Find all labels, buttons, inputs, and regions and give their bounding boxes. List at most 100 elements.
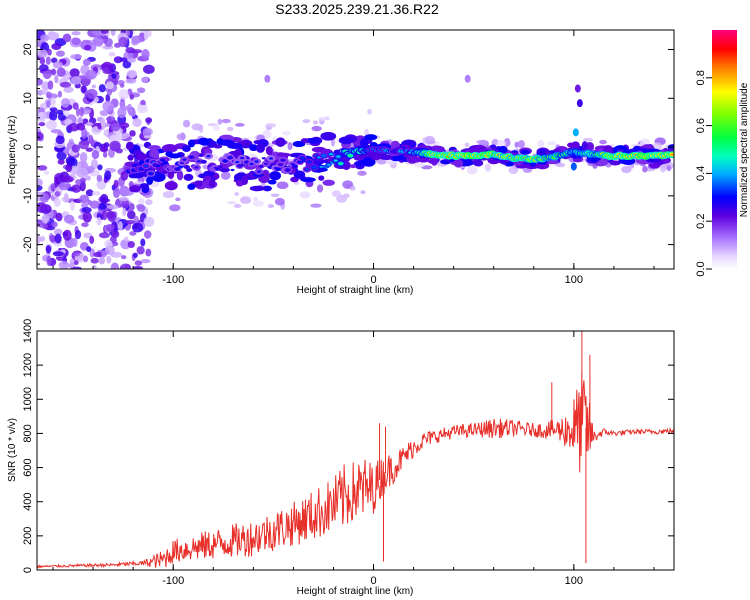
spectrogram-cell (357, 170, 367, 176)
snr-x-label: Height of straight line (km) (297, 586, 414, 597)
spectrogram-cell (221, 118, 231, 124)
spectrogram-cell (269, 171, 282, 181)
spectrogram-cell (140, 259, 151, 264)
spectrogram-cell (55, 212, 63, 222)
spectrogram-cell (427, 158, 438, 164)
spectrogram-cell (194, 180, 203, 188)
spectrogram-cell (547, 141, 556, 146)
spectrogram-cell (127, 240, 135, 248)
spectrogram-cell (97, 164, 103, 171)
spectrogram-cell (62, 33, 72, 43)
spectrogram-cell (259, 165, 264, 168)
spectrogram-cell (55, 50, 65, 57)
spectrogram-cell (253, 197, 258, 202)
spectrogram-cell (310, 203, 322, 208)
spectrogram-cell (572, 128, 579, 137)
spectrogram-cell (125, 30, 131, 37)
spectrogram-cell (176, 133, 186, 141)
spectrogram-cell (51, 43, 62, 51)
spectrogram-cell (54, 176, 59, 188)
spectrogram-cell (100, 118, 106, 129)
colorbar-label: Normalized spectral amplitude (739, 82, 750, 217)
spectrogram-cell (143, 216, 155, 227)
spectrogram-cell (39, 56, 46, 65)
spectrogram-cell (221, 171, 231, 180)
spectrogram-cell (235, 161, 240, 164)
spectrogram-cell (128, 172, 144, 179)
spectrogram-cell (498, 145, 508, 154)
spectrogram-cell (141, 76, 149, 83)
spectrogram-cell (50, 97, 56, 108)
spectrogram-cell (203, 170, 215, 177)
spectrogram-cell (350, 164, 357, 169)
spectrogram-cell (141, 49, 150, 60)
snr-series-line (37, 331, 674, 569)
spectrogram-cell (126, 103, 133, 115)
colorbar: 0.0 0.2 0.4 0.6 0.8 Normalized spectral ampl… (695, 30, 750, 277)
spectrogram-cell (74, 260, 79, 266)
spectrogram-cell (102, 151, 108, 158)
spectrogram-cell (72, 237, 78, 248)
spectrogram-cell (276, 167, 281, 171)
spectrogram-cell (131, 38, 139, 46)
spectrogram-cell (196, 160, 201, 163)
spectrogram-cell (200, 139, 210, 146)
spectrogram-cell (241, 175, 249, 185)
spectrogram-cell (86, 165, 95, 174)
spectrogram-cell (464, 74, 471, 83)
spectrogram-cell (353, 161, 364, 168)
y-tick-label: 600 (22, 458, 34, 476)
spectrogram-y-label: Frequency (Hz) (7, 116, 18, 185)
y-tick-label: 20 (22, 43, 34, 55)
spectrogram-cell (56, 150, 67, 161)
spectrogram-cell (40, 34, 50, 42)
spectrogram-cell (265, 123, 277, 128)
spectrogram-cell (574, 84, 581, 93)
spectrogram-cell (47, 31, 56, 39)
spectrogram-cell (227, 201, 237, 205)
spectrogram-cell (496, 139, 507, 148)
spectrogram-cell (134, 260, 143, 266)
spectrogram-cell (508, 166, 519, 174)
spectrogram-cell (52, 61, 64, 69)
spectrogram-cell (37, 202, 48, 213)
spectrogram-cell (106, 255, 112, 264)
spectrogram-cell (305, 168, 310, 171)
spectrogram-cell (142, 128, 152, 138)
spectrogram-x-ticks: -100 0 100 (52, 30, 655, 286)
spectrogram-cell (670, 153, 674, 156)
spectrogram-cell (307, 160, 312, 163)
spectrogram-cell (136, 87, 146, 94)
spectrogram-cell (287, 142, 293, 151)
spectrogram-cell (47, 80, 54, 90)
spectrogram-cell (93, 141, 103, 150)
spectrogram-cell (143, 30, 149, 41)
spectrogram-cell (132, 252, 138, 258)
spectrogram-cell (118, 36, 128, 48)
spectrogram-cell (666, 165, 672, 172)
spectrogram-cell (175, 197, 181, 202)
spectrogram-cell (311, 125, 322, 132)
spectrogram-cell (105, 93, 111, 103)
spectrogram-cell (280, 158, 285, 162)
spectrogram-cell (85, 175, 91, 181)
spectrogram-cell (123, 236, 129, 242)
spectrogram-cell (349, 186, 356, 191)
spectrogram-cell (169, 204, 181, 212)
spectrogram-cell (322, 179, 335, 186)
spectrogram-cell (119, 57, 128, 62)
spectrogram-cell (136, 245, 145, 255)
spectrogram-cell (110, 262, 120, 269)
spectrogram-cell (342, 180, 354, 189)
spectrogram-cell (223, 159, 228, 162)
spectrogram-cell (53, 228, 63, 236)
spectrogram-cell (140, 99, 146, 106)
spectrogram-cell (264, 74, 271, 83)
spectrogram-cell (275, 137, 286, 147)
spectrogram-cell (69, 200, 75, 211)
spectrogram-cell (517, 140, 525, 149)
spectrogram-cell (96, 179, 107, 190)
spectrogram-cell (81, 222, 89, 228)
spectrogram-cell (254, 160, 259, 163)
